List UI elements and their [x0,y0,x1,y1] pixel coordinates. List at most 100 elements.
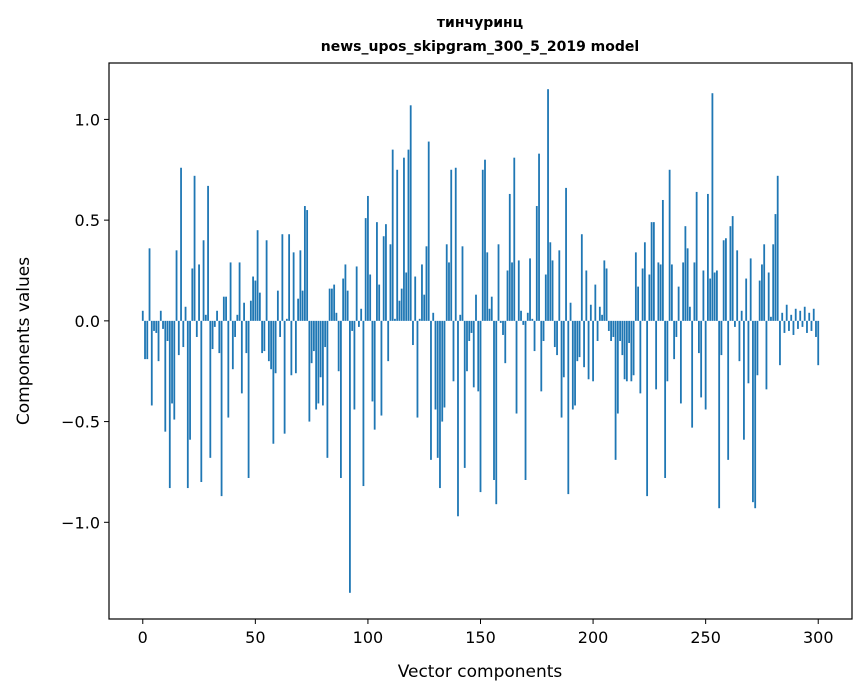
bar [364,218,367,321]
bar [646,320,649,497]
bar [276,290,279,321]
bar [256,230,259,321]
bar [747,320,750,384]
bar [186,320,189,489]
bar [686,248,689,321]
bar [693,262,696,321]
bar [412,320,414,346]
bar [173,320,176,420]
bars [141,89,820,593]
bar [542,320,545,341]
bar [164,320,167,432]
bar [405,272,408,321]
bar [330,288,333,321]
bar [598,306,601,321]
bar [475,294,477,321]
bar [549,242,552,321]
bar [432,312,435,321]
bar [488,308,491,321]
bar [655,320,658,390]
bar [148,248,151,321]
bar [592,320,594,382]
bar [596,320,599,341]
bar [484,159,486,321]
bar [497,244,500,321]
bar [463,320,466,468]
bar [285,318,288,321]
bar [675,320,678,337]
bar [745,278,748,321]
bar [729,226,732,321]
bar [400,288,403,321]
bar [245,320,248,354]
bar [634,252,637,321]
bar [209,320,212,458]
bar [378,284,381,321]
bar [430,320,432,460]
x-tick-label: 150 [465,628,496,647]
bar [520,310,522,321]
bar [504,320,507,364]
bar [765,320,768,390]
bar [225,296,227,321]
bar [553,320,556,348]
bar [743,320,745,440]
bar [382,236,385,321]
bar [506,270,509,321]
bar [263,320,266,352]
bar [389,244,392,321]
bar [661,199,664,321]
bar [594,284,597,321]
bar [522,320,525,325]
bar [288,234,291,321]
bar [409,105,412,321]
bar [274,320,277,374]
bar [247,320,250,478]
bar [155,320,158,333]
bar [749,258,752,321]
bar [290,320,293,376]
y-tick-label: −1.0 [61,513,100,532]
bar [461,246,464,321]
bar [270,320,273,370]
bar [358,320,360,327]
bar [396,169,399,321]
bar [200,320,203,483]
bar [342,278,345,321]
bar [752,320,754,503]
bar [571,320,574,410]
bar [812,308,815,321]
bar [526,312,529,321]
bar [394,318,396,321]
bar [770,316,772,321]
bar [803,306,806,321]
bar [725,238,727,321]
bar [614,320,617,460]
bar [628,320,631,344]
bar [416,320,419,418]
bar [720,320,723,356]
bar [677,286,680,321]
bar [367,195,369,321]
bar [610,320,612,341]
bar [434,320,437,410]
bar [637,286,640,321]
bar [391,149,394,321]
bar [272,320,275,444]
bar [499,320,502,323]
bar [659,264,662,321]
bar [326,320,329,458]
bar [380,320,383,416]
bar [252,276,254,321]
x-tick-label: 100 [353,628,384,647]
bar [792,320,795,335]
bar [436,320,439,458]
bar [718,320,721,509]
bar [607,320,610,331]
bar [193,175,196,321]
bar [481,169,484,321]
bar [351,320,354,331]
bar [319,320,322,378]
bar [619,320,621,341]
